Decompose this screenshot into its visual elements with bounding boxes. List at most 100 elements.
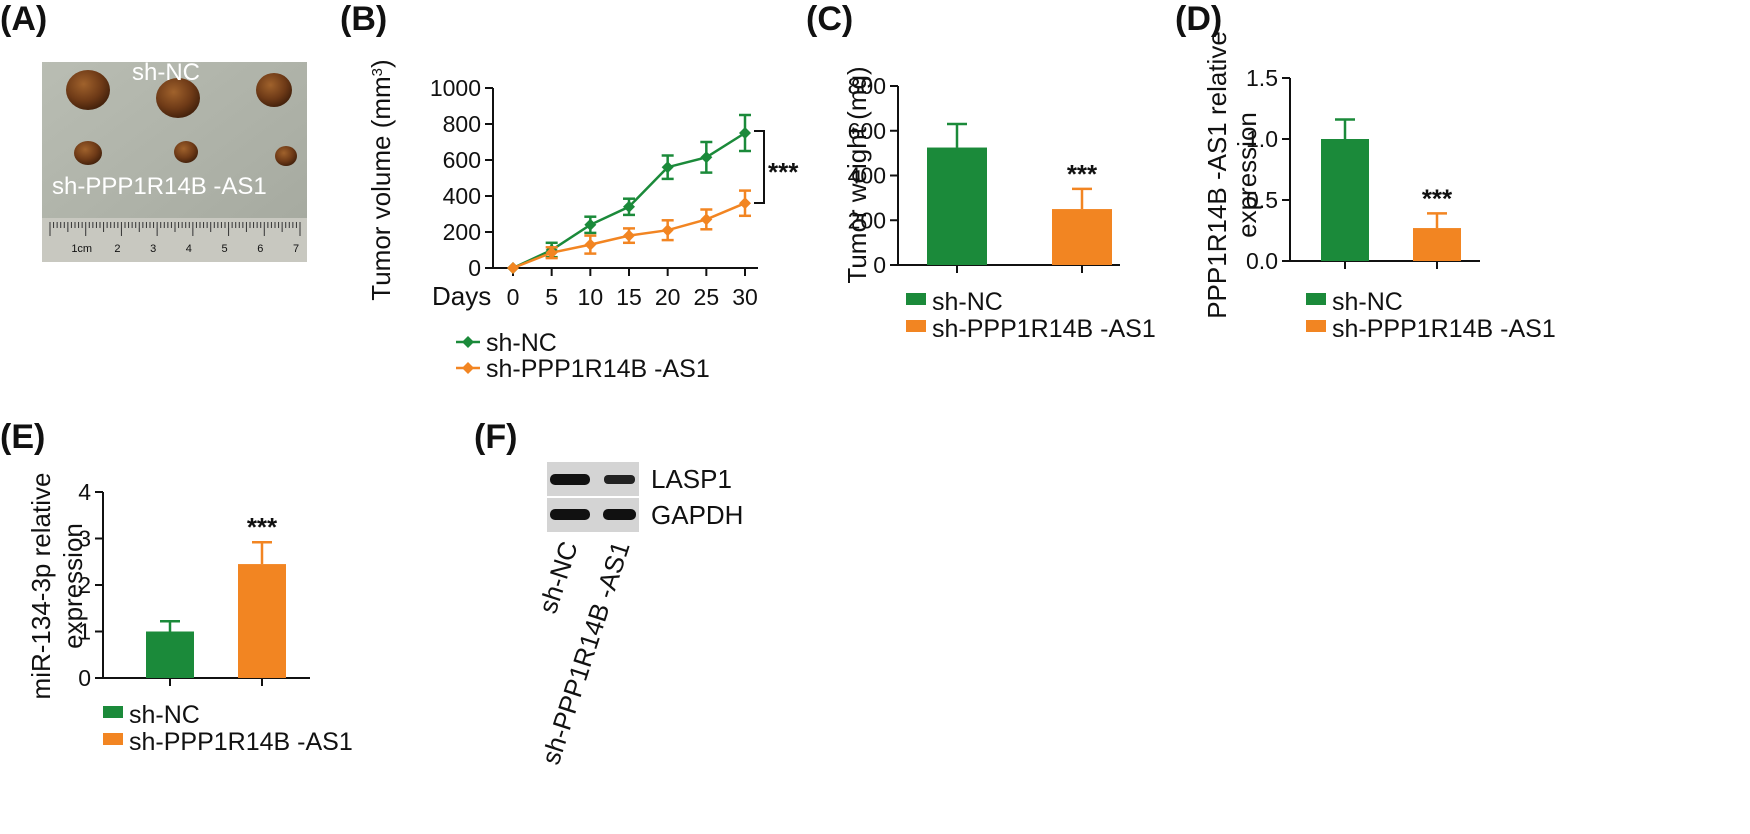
data-point-sh-ppp1r14b-as1 (623, 229, 635, 242)
tumor-nc-1 (66, 70, 110, 110)
band-lasp1-sh-ppp1r14b-as1 (604, 475, 635, 484)
y-tick-label-c: 600 (848, 118, 886, 144)
data-point-sh-nc (623, 200, 635, 213)
y-axis-title-d-line1: PPP1R14B -AS1 relative (1202, 31, 1232, 319)
bar-sh-nc (146, 631, 194, 678)
x-tick-label-b: 20 (655, 284, 681, 310)
y-tick-label-b: 200 (443, 219, 481, 245)
y-tick-label-d: 0.5 (1246, 187, 1278, 213)
x-tick-label-b: 15 (616, 284, 642, 310)
y-tick-label-c: 800 (848, 73, 886, 99)
y-tick-label-e: 0 (78, 665, 91, 691)
y-axis-title-e-line2: expression (58, 523, 88, 649)
panel-label-c: (C) (806, 0, 853, 38)
data-point-sh-nc (739, 127, 751, 139)
ruler-label-1cm: 1cm (71, 243, 92, 255)
significance-bracket-b (754, 130, 765, 204)
band-gapdh-sh-ppp1r14b-as1 (603, 509, 636, 520)
y-axis-title-c: Tumor weight (mg) (842, 66, 872, 283)
x-tick-label-b: 0 (507, 284, 520, 310)
ruler-label-6: 6 (257, 243, 263, 255)
ruler-label-5: 5 (222, 243, 228, 255)
band-lasp1-sh-nc (550, 474, 590, 485)
y-axis-title-b: Tumor volume (mm3) (366, 59, 396, 300)
data-point-sh-ppp1r14b-as1 (584, 238, 597, 251)
tumor-nc-3 (256, 73, 292, 107)
bar-sh-nc (1321, 139, 1369, 261)
panel-label-f: (F) (474, 418, 517, 456)
photo-label-sh-ppp1r14b-as1: sh-PPP1R14B -AS1 (52, 173, 267, 200)
y-tick-label-e: 1 (78, 619, 91, 645)
significance-marker-d: *** (1422, 183, 1453, 213)
legend-label-sh-nc: sh-NC (932, 288, 1003, 316)
data-point-sh-nc (700, 151, 713, 164)
legend-label-sh-ppp1r14b-as1: sh-PPP1R14B -AS1 (486, 355, 710, 383)
legend-label-sh-ppp1r14b-as1: sh-PPP1R14B -AS1 (932, 315, 1156, 343)
ruler-label-3: 3 (150, 243, 156, 255)
photo-label-sh-nc: sh-NC (132, 59, 200, 86)
y-tick-label-d: 1.5 (1246, 65, 1278, 91)
legend-label-sh-nc: sh-NC (1332, 288, 1403, 316)
legend-swatch-sh-nc (1306, 293, 1326, 305)
legend-swatch-sh-nc (906, 293, 926, 305)
ruler-label-7: 7 (293, 243, 299, 255)
y-tick-label-d: 0.0 (1246, 248, 1278, 274)
ruler-label-4: 4 (186, 243, 192, 255)
band-gapdh-sh-nc (550, 509, 590, 520)
data-point-sh-ppp1r14b-as1 (739, 197, 751, 210)
y-tick-label-e: 2 (78, 572, 91, 598)
y-tick-label-b: 800 (443, 111, 481, 137)
tumor-kd-1 (74, 141, 102, 165)
data-point-sh-nc (661, 161, 674, 174)
data-point-sh-nc (584, 218, 597, 231)
y-tick-label-d: 1.0 (1246, 126, 1278, 152)
legend-label-sh-nc: sh-NC (486, 329, 557, 357)
tumor-kd-3 (275, 146, 297, 166)
legend-label-sh-ppp1r14b-as1: sh-PPP1R14B -AS1 (129, 728, 353, 756)
data-point-sh-ppp1r14b-as1 (507, 262, 519, 274)
y-tick-label-b: 400 (443, 183, 481, 209)
blot-label-lasp1: LASP1 (651, 464, 732, 494)
x-tick-label-b: 30 (732, 284, 758, 310)
y-tick-label-c: 0 (873, 252, 886, 278)
panel-label-b: (B) (340, 0, 387, 38)
x-tick-label-b: 10 (578, 284, 604, 310)
legend-marker-sh-nc (462, 336, 474, 348)
ruler-ticks (49, 222, 301, 236)
legend-swatch-sh-nc (103, 706, 123, 718)
y-tick-label-b: 1000 (430, 75, 481, 101)
tumor-photo: 1cm 2 3 4 5 6 7 sh-NC sh-PPP1R14B -AS1 (42, 59, 307, 262)
data-point-sh-ppp1r14b-as1 (661, 224, 674, 237)
ruler-label-2: 2 (114, 243, 120, 255)
legend-label-sh-nc: sh-NC (129, 701, 200, 729)
blot-lane-label-sh-nc: sh-NC (532, 538, 583, 617)
x-tick-label-b: 25 (694, 284, 720, 310)
y-axis-title-e-line1: miR-134-3p relative (26, 473, 56, 700)
panel-label-e: (E) (0, 418, 45, 456)
y-tick-label-e: 4 (78, 479, 91, 505)
blot-label-gapdh: GAPDH (651, 500, 743, 530)
legend-label-sh-ppp1r14b-as1: sh-PPP1R14B -AS1 (1332, 315, 1556, 343)
significance-marker-b: *** (768, 157, 799, 187)
panel-label-a: (A) (0, 0, 47, 38)
tumor-kd-2 (174, 141, 198, 163)
bar-sh-nc (927, 147, 987, 265)
data-point-sh-ppp1r14b-as1 (545, 246, 558, 259)
data-point-sh-ppp1r14b-as1 (700, 213, 713, 226)
legend-swatch-sh-ppp1r14b-as1 (103, 733, 123, 745)
bar-sh-ppp1r14b-as1 (1413, 228, 1461, 261)
y-tick-label-c: 200 (848, 207, 886, 233)
tumor-nc-2 (156, 78, 200, 118)
y-tick-label-e: 3 (78, 526, 91, 552)
legend-swatch-sh-ppp1r14b-as1 (906, 320, 926, 332)
y-tick-label-b: 0 (468, 255, 481, 281)
y-tick-label-c: 400 (848, 163, 886, 189)
significance-marker-e: *** (247, 512, 278, 542)
bar-sh-ppp1r14b-as1 (238, 564, 286, 678)
panel-label-d: (D) (1175, 0, 1222, 38)
